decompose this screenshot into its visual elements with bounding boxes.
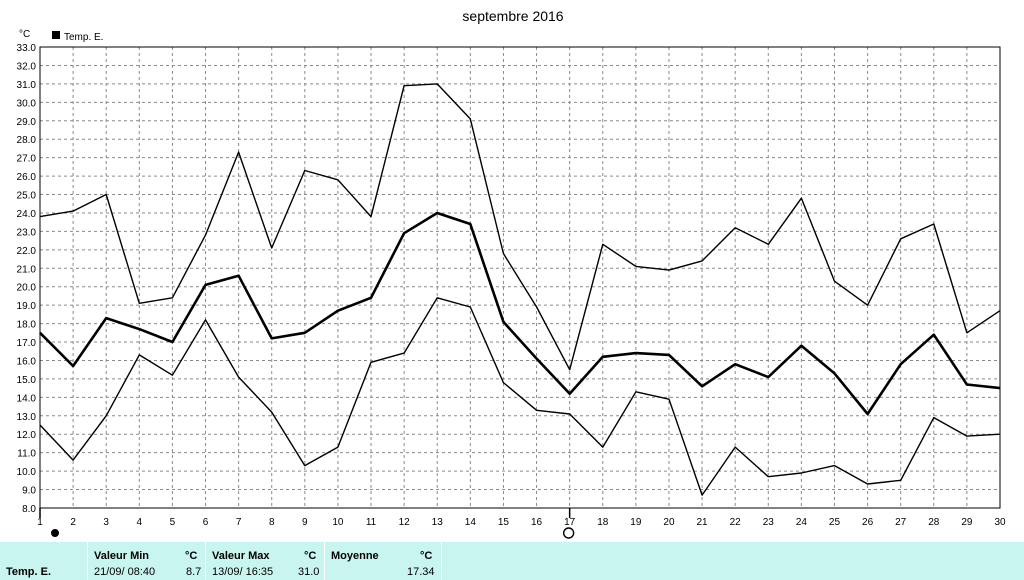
y-axis-unit: °C bbox=[19, 29, 30, 40]
y-tick-label: 21.0 bbox=[17, 264, 37, 275]
max-datetime: 13/09/ 16:35 bbox=[212, 566, 274, 578]
y-tick-label: 14.0 bbox=[17, 393, 37, 404]
max-header: Valeur Max bbox=[212, 550, 270, 562]
y-tick-label: 18.0 bbox=[17, 320, 37, 331]
x-tick-label: 11 bbox=[366, 517, 377, 528]
y-tick-label: 24.0 bbox=[17, 209, 37, 220]
x-tick-label: 3 bbox=[103, 517, 109, 528]
x-tick-label: 6 bbox=[203, 517, 209, 528]
x-tick-label: 10 bbox=[332, 517, 344, 528]
series-line-mean bbox=[39, 211, 1001, 416]
x-tick-label: 9 bbox=[302, 517, 308, 528]
series-line-min bbox=[39, 297, 1001, 496]
x-tick-label: 21 bbox=[697, 517, 709, 528]
x-tick-label: 18 bbox=[597, 517, 609, 528]
x-tick-label: 17 bbox=[564, 517, 576, 528]
y-tick-label: 23.0 bbox=[17, 227, 37, 238]
y-tick-label: 11.0 bbox=[17, 449, 36, 460]
min-datetime: 21/09/ 08:40 bbox=[94, 566, 156, 578]
x-tick-label: 30 bbox=[994, 517, 1006, 528]
x-tick-label: 12 bbox=[399, 517, 411, 528]
y-tick-label: 31.0 bbox=[17, 80, 37, 91]
y-tick-label: 13.0 bbox=[17, 412, 37, 423]
new-moon-icon bbox=[51, 529, 59, 537]
y-tick-label: 27.0 bbox=[17, 154, 37, 165]
mean-unit: °C bbox=[420, 550, 433, 562]
full-moon-icon bbox=[562, 527, 575, 539]
x-tick-label: 15 bbox=[498, 517, 510, 528]
series-line-max bbox=[39, 83, 1001, 371]
y-tick-label: 33.0 bbox=[17, 43, 37, 54]
x-tick-label: 14 bbox=[465, 517, 477, 528]
max-unit: °C bbox=[304, 550, 317, 562]
x-tick-label: 2 bbox=[70, 517, 76, 528]
y-tick-label: 25.0 bbox=[17, 191, 37, 202]
x-tick-label: 5 bbox=[170, 517, 176, 528]
y-tick-label: 22.0 bbox=[17, 246, 37, 257]
mean-value: 17.34 bbox=[407, 566, 435, 578]
x-tick-label: 13 bbox=[432, 517, 444, 528]
legend-swatch bbox=[52, 31, 60, 39]
x-tick-label: 29 bbox=[961, 517, 973, 528]
x-tick-label: 19 bbox=[630, 517, 642, 528]
x-tick-label: 26 bbox=[862, 517, 874, 528]
y-tick-label: 30.0 bbox=[17, 98, 37, 109]
stats-row-label: Temp. E. bbox=[6, 566, 52, 578]
x-tick-label: 22 bbox=[730, 517, 742, 528]
y-tick-label: 15.0 bbox=[17, 375, 37, 386]
chart-title: septembre 2016 bbox=[462, 8, 563, 24]
series-lines bbox=[39, 83, 1001, 496]
x-tick-label: 24 bbox=[796, 517, 808, 528]
plot-frame bbox=[39, 46, 1001, 509]
x-tick-label: 23 bbox=[763, 517, 775, 528]
x-tick-label: 8 bbox=[269, 517, 275, 528]
x-tick-label: 1 bbox=[37, 517, 43, 528]
temperature-chart: septembre 2016 °C Temp. E. 8.0 9.0 10.0 11.… bbox=[17, 8, 1006, 539]
min-value: 8.7 bbox=[186, 566, 202, 578]
mean-header: Moyenne bbox=[331, 550, 379, 562]
y-tick-label: 26.0 bbox=[17, 172, 37, 183]
moon-phase-markers bbox=[39, 508, 575, 539]
y-tick-label: 19.0 bbox=[17, 301, 37, 312]
y-tick-label: 17.0 bbox=[17, 338, 37, 349]
y-tick-label: 12.0 bbox=[17, 430, 37, 441]
x-tick-label: 27 bbox=[895, 517, 907, 528]
grid-lines bbox=[40, 47, 1000, 508]
legend-label: Temp. E. bbox=[64, 32, 103, 43]
y-tick-label: 28.0 bbox=[17, 135, 37, 146]
y-axis: 8.0 9.0 10.0 11.0 12.0 13.0 14.0 15.0 16.0 17.0 18… bbox=[17, 43, 37, 515]
x-tick-label: 16 bbox=[531, 517, 543, 528]
y-tick-label: 32.0 bbox=[17, 61, 37, 72]
max-value: 31.0 bbox=[298, 566, 320, 578]
x-axis: 1 2 3 4 5 6 7 8 9 10 11 12 13 14 15 16 17 18 19 20 21 22 23 24 2… bbox=[37, 517, 1006, 528]
x-tick-label: 28 bbox=[928, 517, 940, 528]
y-tick-label: 10.0 bbox=[17, 467, 37, 478]
min-unit: °C bbox=[185, 550, 198, 562]
y-tick-label: 8.0 bbox=[22, 504, 36, 515]
x-tick-label: 7 bbox=[236, 517, 242, 528]
statistics-bar: Temp. E. Valeur Min °C 21/09/ 08:40 8.7 … bbox=[0, 542, 1024, 580]
y-tick-label: 16.0 bbox=[17, 356, 37, 367]
x-tick-label: 25 bbox=[829, 517, 841, 528]
y-tick-label: 20.0 bbox=[17, 283, 37, 294]
x-tick-label: 4 bbox=[137, 517, 143, 528]
x-tick-label: 20 bbox=[663, 517, 675, 528]
y-tick-label: 29.0 bbox=[17, 117, 37, 128]
min-header: Valeur Min bbox=[94, 550, 150, 562]
y-tick-label: 9.0 bbox=[22, 486, 36, 497]
